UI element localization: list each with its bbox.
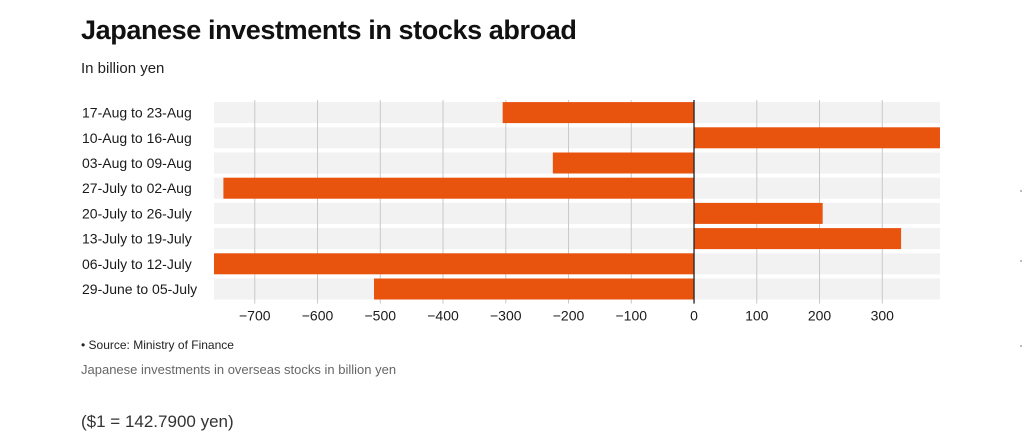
category-label: 13-July to 19-July <box>82 231 192 247</box>
bar <box>502 102 695 124</box>
category-label: 27-July to 02-Aug <box>82 180 192 196</box>
decorative-dot <box>1020 190 1022 192</box>
decorative-dot <box>1020 260 1022 262</box>
category-label: 20-July to 26-July <box>82 205 192 221</box>
category-label: 17-Aug to 23-Aug <box>82 105 192 121</box>
bar <box>374 278 695 300</box>
x-tick-label: 0 <box>690 308 698 324</box>
x-tick-label: −700 <box>239 308 271 324</box>
bar <box>552 152 695 174</box>
exchange-rate-note: ($1 = 142.7900 yen) <box>81 412 234 431</box>
bar <box>223 177 695 199</box>
x-tick-label: −100 <box>616 308 648 324</box>
bar <box>694 202 823 224</box>
bar-chart: 17-Aug to 23-Aug 10-Aug to 16-Aug 03-Aug t… <box>82 100 940 324</box>
decorative-dot <box>1020 345 1022 347</box>
x-tick-label: 300 <box>871 308 895 324</box>
x-tick-label: −600 <box>302 308 334 324</box>
bar <box>694 228 902 250</box>
category-label: 10-Aug to 16-Aug <box>82 130 192 146</box>
x-tick-label: 200 <box>808 308 832 324</box>
bar <box>694 127 940 149</box>
x-tick-label: −200 <box>553 308 585 324</box>
category-label: 06-July to 12-July <box>82 256 192 272</box>
x-tick-label: −400 <box>427 308 459 324</box>
x-tick-label: 100 <box>745 308 769 324</box>
category-label: 03-Aug to 09-Aug <box>82 155 192 171</box>
chart-subtitle: In billion yen <box>81 60 165 77</box>
x-tick-label: −500 <box>365 308 397 324</box>
row-band <box>214 202 940 224</box>
x-tick-label: −300 <box>490 308 522 324</box>
chart-caption: Japanese investments in overseas stocks … <box>81 362 397 377</box>
chart-title: Japanese investments in stocks abroad <box>81 15 577 45</box>
source-note: • Source: Ministry of Finance <box>81 338 234 352</box>
bar <box>214 253 695 275</box>
category-label: 29-June to 05-July <box>82 281 197 297</box>
